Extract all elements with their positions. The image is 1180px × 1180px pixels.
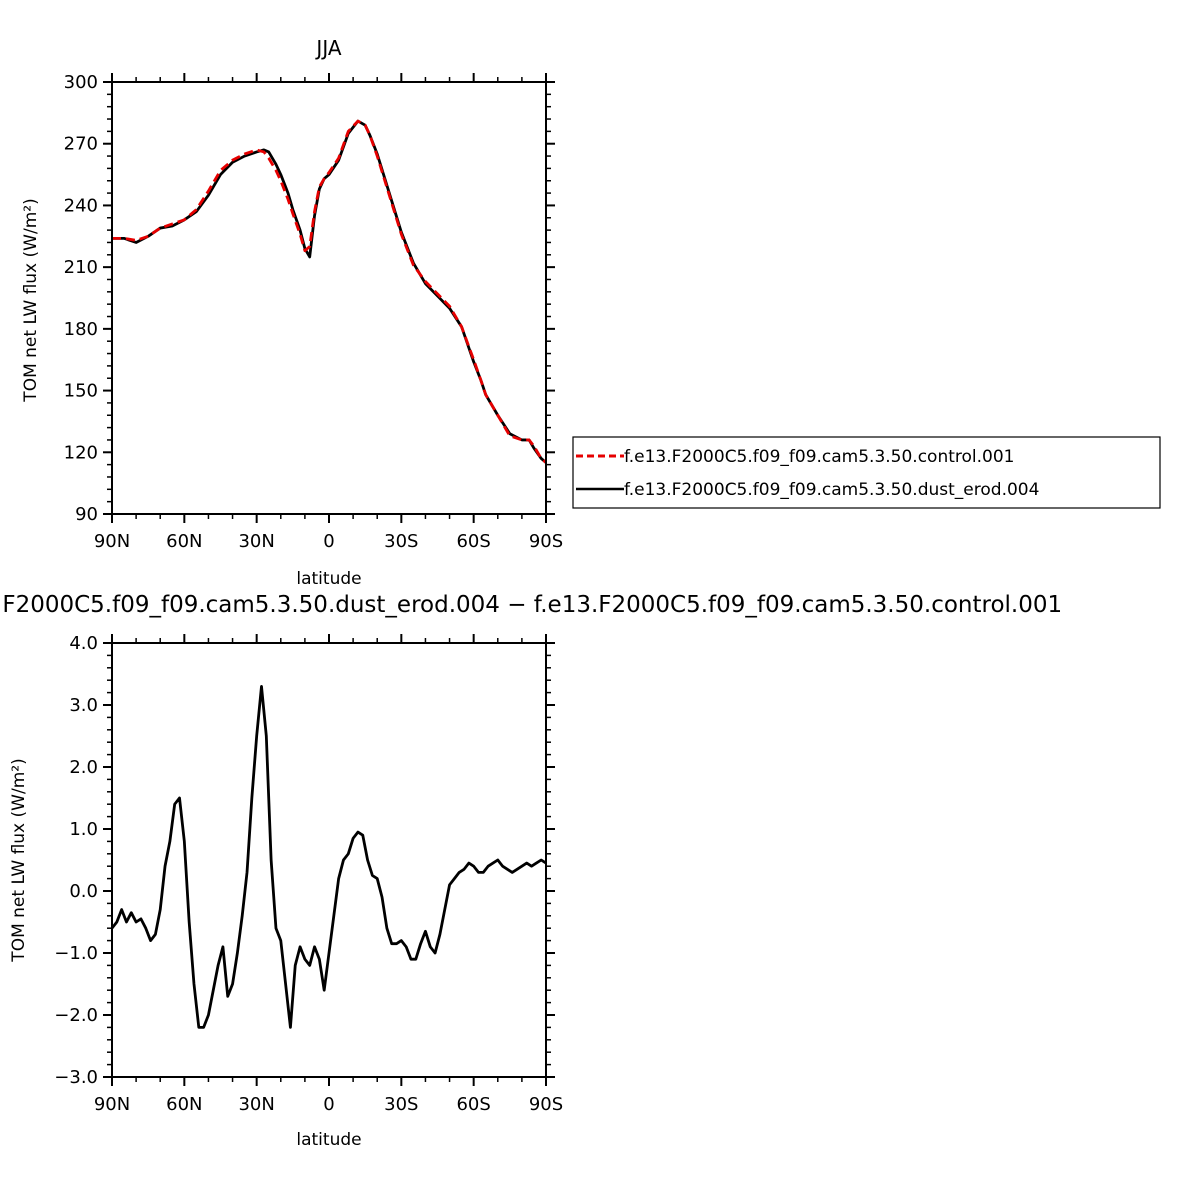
bottom-ytick-label: 3.0	[69, 695, 98, 716]
top-x-ticks: 90N 60N 30N 0 30S 60S 90S	[94, 73, 563, 552]
top-x-axis-label: latitude	[296, 569, 361, 589]
bottom-y-axis-label: TOM net LW flux (W/m²)	[9, 758, 29, 962]
top-series	[112, 119, 547, 464]
legend: f.e13.F2000C5.f09_f09.cam5.3.50.control.…	[572, 436, 1161, 509]
top-ytick-label: 90	[75, 504, 98, 525]
top-xtick-label: 0	[323, 531, 334, 552]
top-xtick-label: 90S	[529, 531, 563, 552]
top-panel: JJA TOM net LW flux (W/m²) latitude 90 12…	[21, 36, 563, 589]
bottom-xtick-label: 60N	[166, 1094, 202, 1115]
bottom-xtick-label: 90S	[529, 1094, 563, 1115]
top-xtick-label: 60S	[456, 531, 490, 552]
top-ytick-label: 120	[64, 442, 98, 463]
bottom-ytick-label: 0.0	[69, 881, 98, 902]
bottom-ytick-label: −2.0	[54, 1005, 98, 1026]
top-ytick-label: 270	[64, 134, 98, 155]
legend-label-dust-erod: f.e13.F2000C5.f09_f09.cam5.3.50.dust_ero…	[624, 480, 1039, 500]
bottom-ytick-label: −3.0	[54, 1067, 98, 1088]
legend-box	[572, 436, 1161, 509]
bottom-x-axis-label: latitude	[296, 1130, 361, 1150]
bottom-ytick-label: 2.0	[69, 757, 98, 778]
bottom-y-ticks: −3.0 −2.0 −1.0 0.0 1.0 2.0 3.0 4.0	[54, 633, 555, 1088]
bottom-xtick-label: 0	[323, 1094, 334, 1115]
bottom-xtick-label: 90N	[94, 1094, 130, 1115]
top-y-ticks: 90 120 150 180 210 240 270 300	[64, 72, 555, 525]
top-xtick-label: 60N	[166, 531, 202, 552]
bottom-xtick-label: 30S	[384, 1094, 418, 1115]
top-ytick-label: 300	[64, 72, 98, 93]
legend-label-control: f.e13.F2000C5.f09_f09.cam5.3.50.control.…	[624, 447, 1015, 467]
top-xtick-label: 30N	[238, 531, 274, 552]
top-ytick-label: 210	[64, 257, 98, 278]
bottom-xtick-label: 30N	[238, 1094, 274, 1115]
top-ytick-label: 180	[64, 319, 98, 340]
top-plot-frame	[111, 81, 547, 515]
bottom-ytick-label: −1.0	[54, 943, 98, 964]
bottom-plot-frame	[111, 642, 547, 1078]
top-ytick-label: 240	[64, 195, 98, 216]
bottom-ytick-label: 1.0	[69, 819, 98, 840]
top-series-line-0	[112, 119, 547, 464]
top-xtick-label: 30S	[384, 531, 418, 552]
bottom-ytick-label: 4.0	[69, 633, 98, 654]
top-ytick-label: 150	[64, 381, 98, 402]
top-xtick-label: 90N	[94, 531, 130, 552]
bottom-panel: f.e13.F2000C5.f09_f09.cam5.3.50.dust_ero…	[0, 592, 1062, 1150]
top-title: JJA	[314, 36, 341, 60]
bottom-xtick-label: 60S	[456, 1094, 490, 1115]
bottom-series-line-0	[110, 685, 547, 1029]
bottom-title: f.e13.F2000C5.f09_f09.cam5.3.50.dust_ero…	[0, 592, 1062, 618]
bottom-series	[110, 685, 547, 1029]
top-y-axis-label: TOM net LW flux (W/m²)	[21, 198, 41, 402]
bottom-x-ticks: 90N 60N 30N 0 30S 60S 90S	[94, 634, 563, 1115]
